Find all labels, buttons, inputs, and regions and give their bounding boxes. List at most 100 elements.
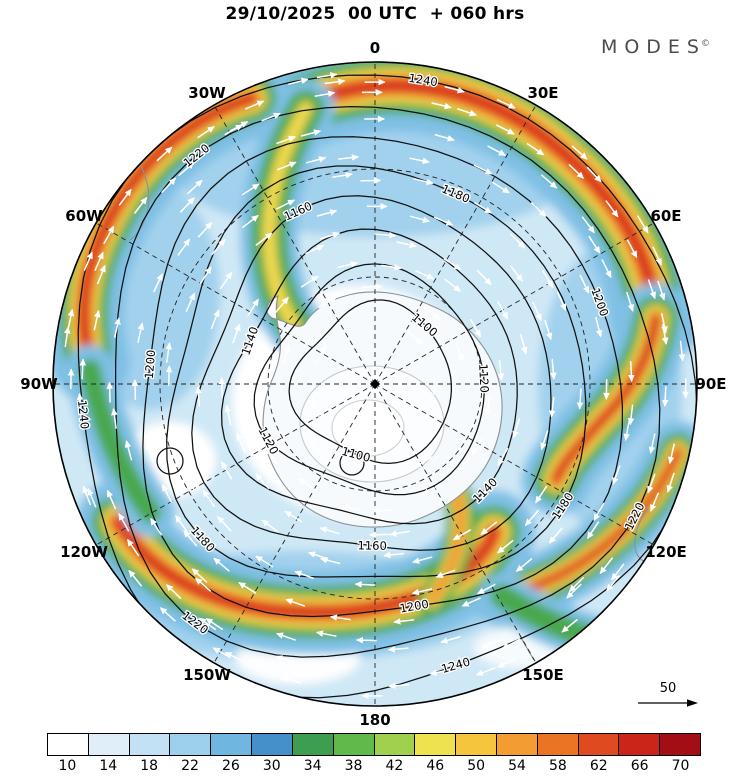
- colorbar-cell: [660, 734, 700, 755]
- longitude-label: 180: [359, 711, 390, 729]
- ice-contour: [331, 399, 405, 457]
- jet-streak: [79, 359, 161, 523]
- wind-arrow: [355, 636, 377, 644]
- wind-arrow: [280, 675, 302, 684]
- wind-arrow: [159, 607, 176, 622]
- colorbar-tick: 46: [426, 758, 445, 774]
- wind-arrow: [191, 568, 208, 583]
- wind-arrow: [137, 322, 145, 343]
- colorbar-cell: [333, 734, 375, 755]
- colorbar-tick: 38: [344, 758, 363, 774]
- wind-arrow: [548, 396, 556, 418]
- reference-vector: 50: [636, 681, 700, 709]
- reference-arrow-icon: [638, 699, 698, 707]
- wind-arrow: [647, 279, 656, 300]
- wind-arrow: [605, 200, 619, 218]
- wind-arrow: [82, 485, 92, 506]
- height-contour: [288, 299, 453, 465]
- wind-arrow: [87, 487, 97, 508]
- wind-arrow: [76, 392, 84, 414]
- colorbar-cell: [496, 734, 538, 755]
- wind-arrow: [93, 309, 101, 331]
- wind-arrow: [409, 215, 431, 223]
- wind-arrow: [322, 662, 343, 669]
- colorbar-cell: [48, 734, 89, 755]
- colorbar: 10 14 18 22 26 30 34 38 42 46 50 54 58 62 66 70: [47, 733, 701, 776]
- longitude-label: 90E: [695, 375, 726, 393]
- wind-arrow: [183, 470, 195, 490]
- longitude-label: 60E: [650, 207, 681, 225]
- wind-arrow: [150, 517, 163, 536]
- wind-arrow: [668, 443, 676, 465]
- wind-arrow: [601, 259, 612, 279]
- jet-streak: [293, 79, 663, 325]
- wind-arrow: [308, 440, 325, 456]
- colorbar-tick: 26: [222, 758, 240, 774]
- wind-arrow: [497, 301, 509, 320]
- wind-arrow: [318, 297, 337, 309]
- wind-arrow: [106, 381, 113, 403]
- longitude-label: 150E: [522, 666, 564, 684]
- wind-arrow: [407, 330, 424, 345]
- wind-arrow: [396, 241, 417, 249]
- wind-arrow: [411, 588, 433, 596]
- wind-arrow: [475, 667, 496, 676]
- wind-arrow: [482, 481, 497, 498]
- colorbar-cell: [252, 734, 293, 755]
- wind-arrow: [300, 275, 319, 288]
- wind-arrow: [657, 280, 666, 301]
- wind-arrow: [218, 376, 226, 398]
- wind-arrow: [415, 269, 435, 280]
- wind-arrow: [434, 133, 455, 142]
- wind-arrow: [579, 274, 590, 294]
- chart-title: 29/10/2025 00 UTC + 060 hrs: [225, 4, 525, 24]
- colorbar-cells: [47, 733, 701, 756]
- longitude-labels: 0 30E 60E 90E 120E 150E 180 150W 120W 90W 60W 30W: [20, 39, 726, 729]
- wind-arrow: [433, 216, 454, 226]
- jet-streak: [112, 516, 500, 619]
- wind-arrow: [496, 657, 517, 668]
- wind-arrow: [241, 183, 260, 196]
- wind-arrow: [275, 655, 296, 664]
- wind-arrow: [212, 647, 232, 659]
- latitude-circle: [159, 168, 591, 600]
- colorbar-cell: [374, 734, 416, 755]
- wind-arrow: [515, 558, 533, 572]
- wind-arrow: [236, 432, 246, 453]
- graticule: [53, 62, 697, 706]
- wind-arrow: [232, 323, 241, 344]
- wind-arrow: [497, 447, 509, 467]
- wind-arrow: [593, 502, 605, 522]
- wind-arrow: [586, 166, 602, 183]
- wind-arrow: [652, 246, 662, 266]
- wind-arrow: [261, 519, 279, 533]
- modes-logo: MODES©: [601, 36, 710, 58]
- height-contour: [142, 136, 624, 618]
- wind-arrow: [469, 318, 482, 338]
- wind-arrow: [550, 359, 557, 380]
- wind-arrow: [210, 309, 220, 330]
- map-border: [52, 61, 698, 707]
- wind-arrow: [224, 404, 232, 426]
- wind-arrow: [277, 161, 297, 171]
- closed-contour: [156, 447, 184, 475]
- wind-arrow: [175, 514, 189, 533]
- wind-arrow: [213, 557, 230, 572]
- wind-arrow: [276, 199, 296, 210]
- wind-arrow: [381, 263, 402, 271]
- wind-arrow: [165, 584, 182, 600]
- jet-streak: [78, 92, 258, 368]
- wind-arrow: [156, 146, 173, 162]
- wind-arrow: [678, 340, 686, 362]
- wind-arrow: [255, 555, 274, 568]
- wind-arrow: [444, 278, 462, 292]
- wind-arrow: [211, 238, 226, 256]
- wind-arrow: [258, 344, 267, 365]
- wind-arrow: [540, 430, 549, 451]
- wind-arrow: [501, 638, 521, 649]
- colorbar-cell: [537, 734, 579, 755]
- wind-arrow: [224, 651, 244, 663]
- wind-arrow: [161, 484, 173, 503]
- wind-arrow: [456, 107, 477, 117]
